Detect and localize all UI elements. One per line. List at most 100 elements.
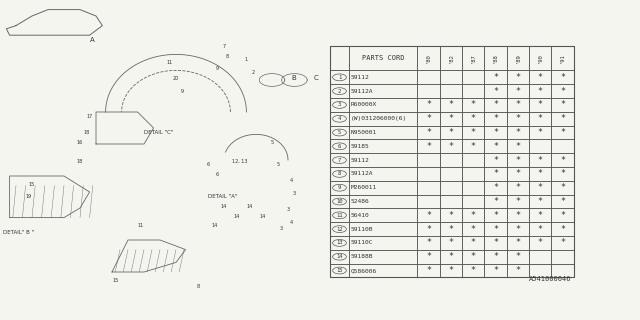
- Bar: [417, 112, 440, 126]
- Text: 14: 14: [211, 223, 218, 228]
- Bar: [417, 84, 440, 98]
- Text: *: *: [560, 128, 565, 137]
- Bar: [507, 264, 529, 277]
- Text: 2: 2: [252, 69, 254, 75]
- Bar: [462, 46, 484, 70]
- Bar: [349, 126, 417, 140]
- Text: 6: 6: [338, 144, 341, 149]
- Text: *: *: [538, 169, 543, 179]
- Text: *: *: [538, 238, 543, 247]
- Text: *: *: [560, 169, 565, 179]
- Text: DETAIL "A": DETAIL "A": [208, 194, 237, 199]
- Text: *: *: [449, 114, 453, 123]
- Text: *: *: [538, 128, 543, 137]
- Text: *: *: [493, 211, 498, 220]
- Text: 4: 4: [290, 220, 292, 225]
- Bar: [440, 264, 462, 277]
- Text: *: *: [515, 100, 520, 109]
- Bar: [507, 195, 529, 208]
- Text: *: *: [515, 142, 520, 151]
- Bar: [440, 167, 462, 181]
- Bar: [349, 70, 417, 84]
- Bar: [349, 112, 417, 126]
- Text: *: *: [493, 197, 498, 206]
- Text: *: *: [426, 100, 431, 109]
- Text: *: *: [449, 211, 453, 220]
- Text: *: *: [560, 183, 565, 192]
- Bar: [330, 195, 349, 208]
- Bar: [551, 70, 573, 84]
- Text: 18: 18: [83, 131, 90, 135]
- Bar: [440, 250, 462, 264]
- Text: 12: 12: [336, 227, 343, 232]
- Bar: [440, 153, 462, 167]
- Bar: [529, 153, 551, 167]
- Text: *: *: [470, 128, 476, 137]
- Text: C: C: [314, 75, 318, 81]
- Bar: [330, 98, 349, 112]
- Bar: [349, 236, 417, 250]
- Text: *: *: [493, 225, 498, 234]
- Bar: [440, 126, 462, 140]
- Text: 8: 8: [338, 172, 341, 176]
- Text: *: *: [538, 156, 543, 164]
- Text: *: *: [515, 73, 520, 82]
- Text: 52486: 52486: [351, 199, 370, 204]
- Text: '80: '80: [426, 53, 431, 63]
- Text: *: *: [449, 100, 453, 109]
- Bar: [440, 46, 462, 70]
- Text: *: *: [538, 114, 543, 123]
- Text: 14: 14: [221, 204, 227, 209]
- Text: 18: 18: [77, 159, 83, 164]
- Text: *: *: [515, 156, 520, 164]
- Text: *: *: [515, 211, 520, 220]
- Bar: [462, 264, 484, 277]
- Text: *: *: [493, 100, 498, 109]
- Text: 11: 11: [336, 213, 343, 218]
- Bar: [349, 167, 417, 181]
- Bar: [507, 236, 529, 250]
- Bar: [529, 195, 551, 208]
- Text: PARTS CORD: PARTS CORD: [362, 55, 404, 61]
- Text: 59188B: 59188B: [351, 254, 374, 259]
- Text: '89: '89: [515, 53, 520, 63]
- Text: *: *: [560, 225, 565, 234]
- Bar: [484, 208, 507, 222]
- Text: A: A: [90, 36, 94, 43]
- Bar: [551, 208, 573, 222]
- Text: Q586006: Q586006: [351, 268, 377, 273]
- Bar: [440, 84, 462, 98]
- Text: *: *: [538, 100, 543, 109]
- Text: *: *: [560, 211, 565, 220]
- Bar: [529, 264, 551, 277]
- Text: 1: 1: [245, 57, 248, 62]
- Text: 3: 3: [338, 102, 341, 108]
- Bar: [507, 153, 529, 167]
- Text: 20: 20: [173, 76, 179, 81]
- Text: 59112A: 59112A: [351, 172, 374, 176]
- Text: *: *: [470, 100, 476, 109]
- Text: *: *: [560, 73, 565, 82]
- Text: 6: 6: [207, 163, 209, 167]
- Text: M260011: M260011: [351, 185, 377, 190]
- Bar: [551, 84, 573, 98]
- Text: *: *: [470, 238, 476, 247]
- Text: 59185: 59185: [351, 144, 370, 149]
- Text: B: B: [291, 75, 296, 81]
- Bar: [417, 264, 440, 277]
- Bar: [330, 126, 349, 140]
- Bar: [462, 195, 484, 208]
- Text: 15: 15: [29, 181, 35, 187]
- Bar: [529, 112, 551, 126]
- Bar: [330, 153, 349, 167]
- Bar: [440, 112, 462, 126]
- Text: 9: 9: [216, 67, 219, 71]
- Text: *: *: [493, 156, 498, 164]
- Bar: [349, 208, 417, 222]
- Bar: [507, 181, 529, 195]
- Text: 4: 4: [338, 116, 341, 121]
- Bar: [349, 181, 417, 195]
- Text: A541000046: A541000046: [529, 276, 571, 282]
- Text: '87: '87: [470, 53, 476, 63]
- Text: (W)031206000(6): (W)031206000(6): [351, 116, 407, 121]
